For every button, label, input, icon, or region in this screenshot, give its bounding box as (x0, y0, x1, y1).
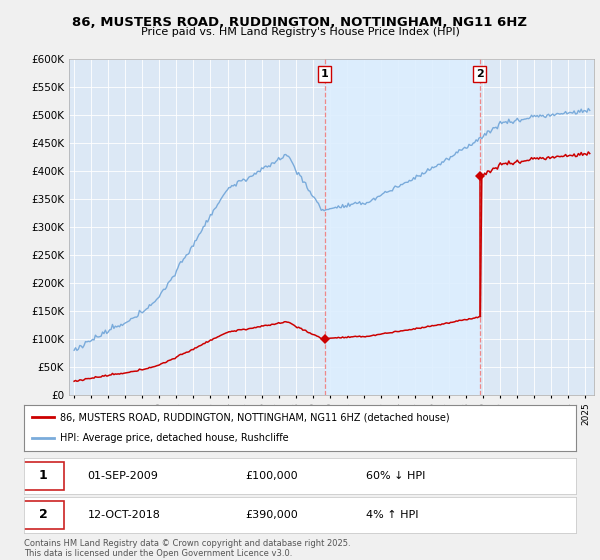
FancyBboxPatch shape (23, 501, 64, 529)
Text: HPI: Average price, detached house, Rushcliffe: HPI: Average price, detached house, Rush… (60, 433, 289, 444)
FancyBboxPatch shape (23, 461, 64, 490)
Text: 86, MUSTERS ROAD, RUDDINGTON, NOTTINGHAM, NG11 6HZ (detached house): 86, MUSTERS ROAD, RUDDINGTON, NOTTINGHAM… (60, 412, 449, 422)
Text: £100,000: £100,000 (245, 471, 298, 480)
Text: 1: 1 (39, 469, 47, 482)
Text: 60% ↓ HPI: 60% ↓ HPI (366, 471, 425, 480)
Text: 4% ↑ HPI: 4% ↑ HPI (366, 510, 419, 520)
Text: 01-SEP-2009: 01-SEP-2009 (88, 471, 158, 480)
Text: 2: 2 (39, 508, 47, 521)
Text: 1: 1 (321, 69, 329, 79)
Bar (325, 59, 479, 395)
Text: 12-OCT-2018: 12-OCT-2018 (88, 510, 160, 520)
Text: 2: 2 (476, 69, 484, 79)
Text: Contains HM Land Registry data © Crown copyright and database right 2025.
This d: Contains HM Land Registry data © Crown c… (24, 539, 350, 558)
Text: £390,000: £390,000 (245, 510, 298, 520)
Text: 86, MUSTERS ROAD, RUDDINGTON, NOTTINGHAM, NG11 6HZ: 86, MUSTERS ROAD, RUDDINGTON, NOTTINGHAM… (73, 16, 527, 29)
Text: Price paid vs. HM Land Registry's House Price Index (HPI): Price paid vs. HM Land Registry's House … (140, 27, 460, 37)
